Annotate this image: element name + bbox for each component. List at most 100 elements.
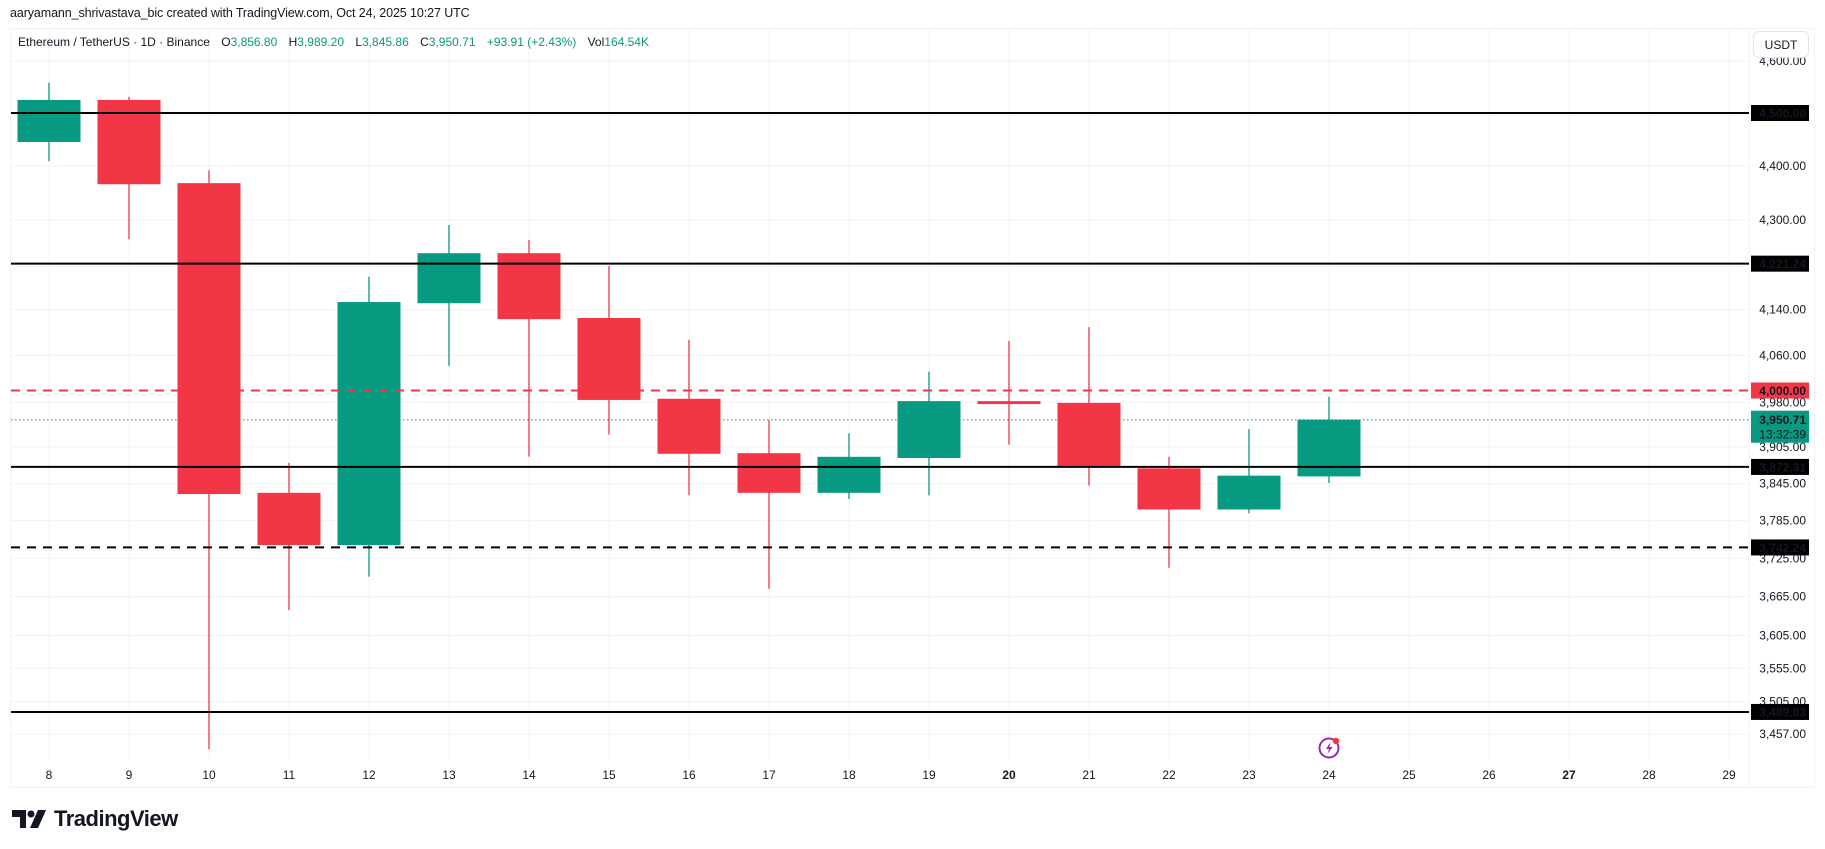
candle-13[interactable] — [417, 225, 481, 366]
date-tick-label: 28 — [1642, 768, 1656, 782]
candle-12[interactable] — [337, 276, 401, 577]
candle-20[interactable] — [977, 340, 1041, 445]
candle-15[interactable] — [577, 266, 641, 435]
low-label: L — [355, 35, 363, 49]
candle-body — [577, 317, 641, 400]
price-label-badge — [1751, 458, 1809, 475]
price-label-badge — [1751, 382, 1809, 399]
candle-11[interactable] — [257, 462, 321, 611]
date-tick-label: 16 — [682, 768, 696, 782]
candle-body — [817, 456, 881, 493]
price-label-text: 3,742.24 — [1759, 541, 1806, 555]
price-tick-label: 3,845.00 — [1759, 477, 1806, 491]
price-label-text: 4,500.00 — [1759, 107, 1806, 121]
last-price-badge — [1751, 410, 1809, 443]
candle-19[interactable] — [897, 371, 961, 496]
date-tick-label: 8 — [46, 768, 53, 782]
price-tick-label: 3,785.00 — [1759, 514, 1806, 528]
candle-body — [337, 302, 401, 546]
price-tick-label: 3,457.00 — [1759, 727, 1806, 741]
open-label: O — [221, 35, 231, 49]
change-value: +93.91 (+2.43%) — [486, 35, 577, 49]
low-value: 3,845.86 — [362, 35, 409, 49]
price-label-badge — [1751, 539, 1809, 556]
candle-23[interactable] — [1217, 429, 1281, 514]
candle-body — [177, 183, 241, 495]
candle-16[interactable] — [657, 339, 721, 496]
candle-14[interactable] — [497, 239, 561, 457]
date-tick-label: 22 — [1162, 768, 1176, 782]
price-label-badge — [1751, 255, 1809, 272]
open-value: 3,856.80 — [230, 35, 278, 49]
candle-9[interactable] — [97, 96, 161, 240]
date-tick-label: 12 — [362, 768, 376, 782]
candle-body — [1057, 402, 1121, 467]
lightning-event-icon[interactable] — [1318, 737, 1340, 759]
date-tick-label: 26 — [1482, 768, 1496, 782]
close-value: 3,950.71 — [428, 35, 476, 49]
date-tick-label: 9 — [126, 768, 133, 782]
price-label-badge — [1751, 105, 1809, 121]
logo-text: TradingView — [54, 806, 178, 831]
date-tick-label: 20 — [1002, 768, 1016, 782]
date-tick-label: 15 — [602, 768, 616, 782]
date-tick-label: 11 — [283, 768, 296, 782]
candle-17[interactable] — [737, 420, 801, 589]
price-label-badge — [1751, 703, 1809, 720]
date-tick-label: 18 — [842, 768, 856, 782]
price-tick-label: 4,140.00 — [1759, 302, 1806, 316]
price-tick-label: 3,605.00 — [1759, 628, 1806, 642]
date-tick-label: 23 — [1242, 768, 1256, 782]
chart-frame — [10, 28, 1815, 788]
candle-body — [417, 253, 481, 304]
date-tick-label: 14 — [522, 768, 536, 782]
candle-body — [657, 398, 721, 454]
candle-22[interactable] — [1137, 456, 1201, 568]
attribution-text: aaryamann_shrivastava_bic created with T… — [10, 6, 470, 20]
close-label: C — [420, 35, 429, 49]
price-tick-label: 3,905.00 — [1759, 440, 1806, 454]
symbol-title[interactable]: Ethereum / TetherUS · 1D · Binance — [18, 35, 210, 49]
candle-body — [977, 401, 1041, 405]
date-tick-label: 21 — [1082, 768, 1096, 782]
volume-value: 164.54K — [604, 35, 649, 49]
price-tick-label: 4,060.00 — [1759, 348, 1806, 362]
price-tick-label: 3,555.00 — [1759, 661, 1806, 675]
last-price-text: 3,950.71 — [1759, 413, 1806, 427]
candle-body — [257, 492, 321, 546]
high-label: H — [288, 35, 298, 49]
date-tick-label: 27 — [1562, 768, 1576, 782]
price-label-text: 4,221.24 — [1759, 257, 1806, 271]
candle-body — [17, 99, 81, 142]
date-tick-label: 24 — [1322, 768, 1336, 782]
candle-body — [897, 401, 961, 459]
price-tick-label: 4,400.00 — [1759, 159, 1806, 173]
candle-body — [737, 453, 801, 493]
candle-10[interactable] — [177, 170, 241, 750]
date-tick-label: 29 — [1722, 768, 1736, 782]
candle-8[interactable] — [17, 82, 81, 162]
date-tick-label: 19 — [922, 768, 936, 782]
price-label-text: 4,000.00 — [1759, 384, 1806, 398]
price-tick-label: 4,300.00 — [1759, 213, 1806, 227]
tradingview-logo-icon — [12, 810, 46, 828]
candle-body — [1217, 475, 1281, 510]
candle-24[interactable] — [1297, 396, 1361, 484]
high-value: 3,989.20 — [297, 35, 345, 49]
currency-button[interactable]: USDT — [1753, 31, 1809, 58]
volume-label: Vol — [587, 35, 605, 49]
price-label-text: 3,489.83 — [1759, 705, 1806, 719]
countdown-text: 13:32:39 — [1759, 428, 1806, 442]
date-tick-label: 25 — [1402, 768, 1416, 782]
date-tick-label: 10 — [202, 768, 216, 782]
price-tick-label: 3,980.00 — [1759, 395, 1806, 409]
symbol-legend: Ethereum / TetherUS · 1D · Binance O3,85… — [18, 35, 649, 49]
candle-21[interactable] — [1057, 327, 1121, 486]
candle-18[interactable] — [817, 433, 881, 499]
date-tick-label: 13 — [442, 768, 456, 782]
candle-body — [1137, 468, 1201, 510]
price-label-text: 3,872.31 — [1759, 460, 1806, 474]
price-tick-label: 3,665.00 — [1759, 590, 1806, 604]
tradingview-logo[interactable]: TradingView — [12, 806, 178, 832]
